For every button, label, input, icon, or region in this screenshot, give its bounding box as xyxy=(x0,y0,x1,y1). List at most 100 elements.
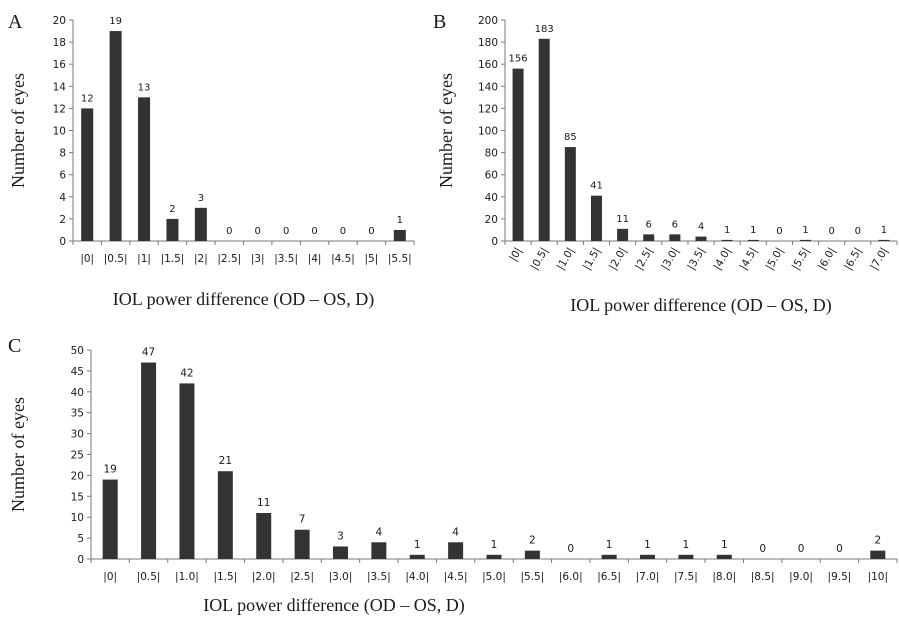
bar-b xyxy=(590,195,602,241)
y-tick-label-c: 50 xyxy=(71,345,84,357)
data-label-c: 1 xyxy=(606,539,613,551)
bar-b xyxy=(721,239,733,241)
bar-b xyxy=(747,239,759,241)
x-category-label-b: |0.5| xyxy=(529,246,551,273)
data-label-c: 21 xyxy=(219,455,232,467)
data-label-c: 1 xyxy=(644,539,651,551)
y-tick-label-a: 12 xyxy=(53,103,66,115)
y-tick-label-c: 20 xyxy=(71,470,84,482)
x-category-label-c: |1.5| xyxy=(213,571,237,583)
bar-c xyxy=(217,471,233,559)
data-label-b: 0 xyxy=(828,226,834,237)
y-tick-label-c: 30 xyxy=(71,429,84,441)
y-tick-label-a: 18 xyxy=(53,37,66,49)
x-axis-title-b: IOL power difference (OD – OS, D) xyxy=(570,295,831,316)
y-tick-label-c: 25 xyxy=(71,450,84,462)
y-tick-label-b: 160 xyxy=(478,59,498,71)
x-category-label-a: |1.5| xyxy=(161,253,185,265)
x-axis-title-c: IOL power difference (OD – OS, D) xyxy=(203,595,464,616)
y-tick-label-c: 45 xyxy=(71,366,84,378)
bar-c xyxy=(371,542,387,559)
y-tick-label-a: 20 xyxy=(53,15,66,27)
y-tick-label-a: 4 xyxy=(59,192,66,204)
x-category-label-c: |9.0| xyxy=(789,571,813,583)
data-label-c: 2 xyxy=(874,535,881,547)
x-category-label-b: |6.5| xyxy=(842,246,864,273)
bar-b xyxy=(538,38,550,241)
y-tick-label-a: 2 xyxy=(59,214,66,226)
x-category-label-c: |0| xyxy=(103,571,117,583)
panel-letter-b: B xyxy=(433,11,446,33)
bar-c xyxy=(716,554,732,559)
bar-c xyxy=(294,529,310,559)
x-category-label-a: |2.5| xyxy=(217,253,241,265)
data-label-a: 2 xyxy=(169,204,175,215)
x-category-label-c: |4.0| xyxy=(405,571,429,583)
bar-b xyxy=(643,234,655,241)
bar-a xyxy=(194,207,207,241)
x-category-label-a: |1| xyxy=(137,253,151,265)
bar-c xyxy=(678,554,694,559)
x-category-label-a: |4| xyxy=(308,253,322,265)
y-tick-label-c: 40 xyxy=(71,387,84,399)
x-axis-title-a: IOL power difference (OD – OS, D) xyxy=(113,289,374,310)
y-tick-label-a: 6 xyxy=(59,170,66,182)
x-category-label-a: |0.5| xyxy=(104,253,128,265)
data-label-c: 1 xyxy=(414,539,421,551)
data-label-a: 0 xyxy=(226,226,232,237)
bar-a xyxy=(138,97,151,241)
data-label-b: 1 xyxy=(802,225,808,236)
data-label-c: 0 xyxy=(567,543,574,555)
y-axis-title-c: Number of eyes xyxy=(8,397,28,512)
data-label-a: 3 xyxy=(198,193,204,204)
x-category-label-c: |2.0| xyxy=(252,571,276,583)
bar-c xyxy=(870,550,886,559)
bar-b xyxy=(695,236,707,241)
data-label-c: 1 xyxy=(683,539,690,551)
x-category-label-c: |6.5| xyxy=(597,571,621,583)
data-label-a: 13 xyxy=(138,82,151,93)
y-tick-label-c: 35 xyxy=(71,408,84,420)
x-category-label-c: |8.5| xyxy=(751,571,775,583)
y-tick-label-b: 80 xyxy=(485,148,498,160)
x-category-label-c: |6.0| xyxy=(559,571,583,583)
bar-c xyxy=(486,554,502,559)
x-category-label-b: |4.5| xyxy=(738,246,760,273)
data-label-b: 1 xyxy=(750,225,756,236)
x-category-label-c: |10| xyxy=(868,571,888,583)
x-category-label-c: |3.5| xyxy=(367,571,391,583)
x-category-label-b: |1.5| xyxy=(581,246,603,273)
data-label-a: 0 xyxy=(340,226,346,237)
data-label-b: 41 xyxy=(590,181,603,192)
data-label-c: 4 xyxy=(376,526,383,538)
bar-c xyxy=(601,554,617,559)
data-label-b: 6 xyxy=(646,219,652,230)
data-label-a: 0 xyxy=(283,226,289,237)
y-tick-label-c: 0 xyxy=(77,554,84,566)
y-tick-label-a: 14 xyxy=(53,81,67,93)
y-tick-label-b: 40 xyxy=(485,192,498,204)
bar-b xyxy=(800,239,812,241)
bar-b xyxy=(878,239,890,241)
data-label-c: 42 xyxy=(180,367,193,379)
y-tick-label-b: 100 xyxy=(478,126,498,138)
data-label-b: 156 xyxy=(509,54,528,65)
data-label-c: 1 xyxy=(491,539,498,551)
x-category-label-a: |0| xyxy=(80,253,94,265)
bar-a xyxy=(393,229,406,241)
data-label-b: 0 xyxy=(855,226,861,237)
x-category-label-c: |5.5| xyxy=(520,571,544,583)
data-label-a: 0 xyxy=(368,226,374,237)
bar-a xyxy=(109,31,122,241)
bar-c xyxy=(332,546,348,559)
data-label-a: 0 xyxy=(311,226,317,237)
y-tick-label-a: 8 xyxy=(59,148,66,160)
data-label-c: 2 xyxy=(529,535,536,547)
x-category-label-b: |1.0| xyxy=(555,246,577,273)
x-category-label-c: |7.0| xyxy=(636,571,660,583)
x-category-label-b: |4.0| xyxy=(711,246,733,273)
y-axis-title-a: Number of eyes xyxy=(8,73,28,188)
data-label-c: 47 xyxy=(142,347,155,359)
data-label-c: 3 xyxy=(337,530,344,542)
